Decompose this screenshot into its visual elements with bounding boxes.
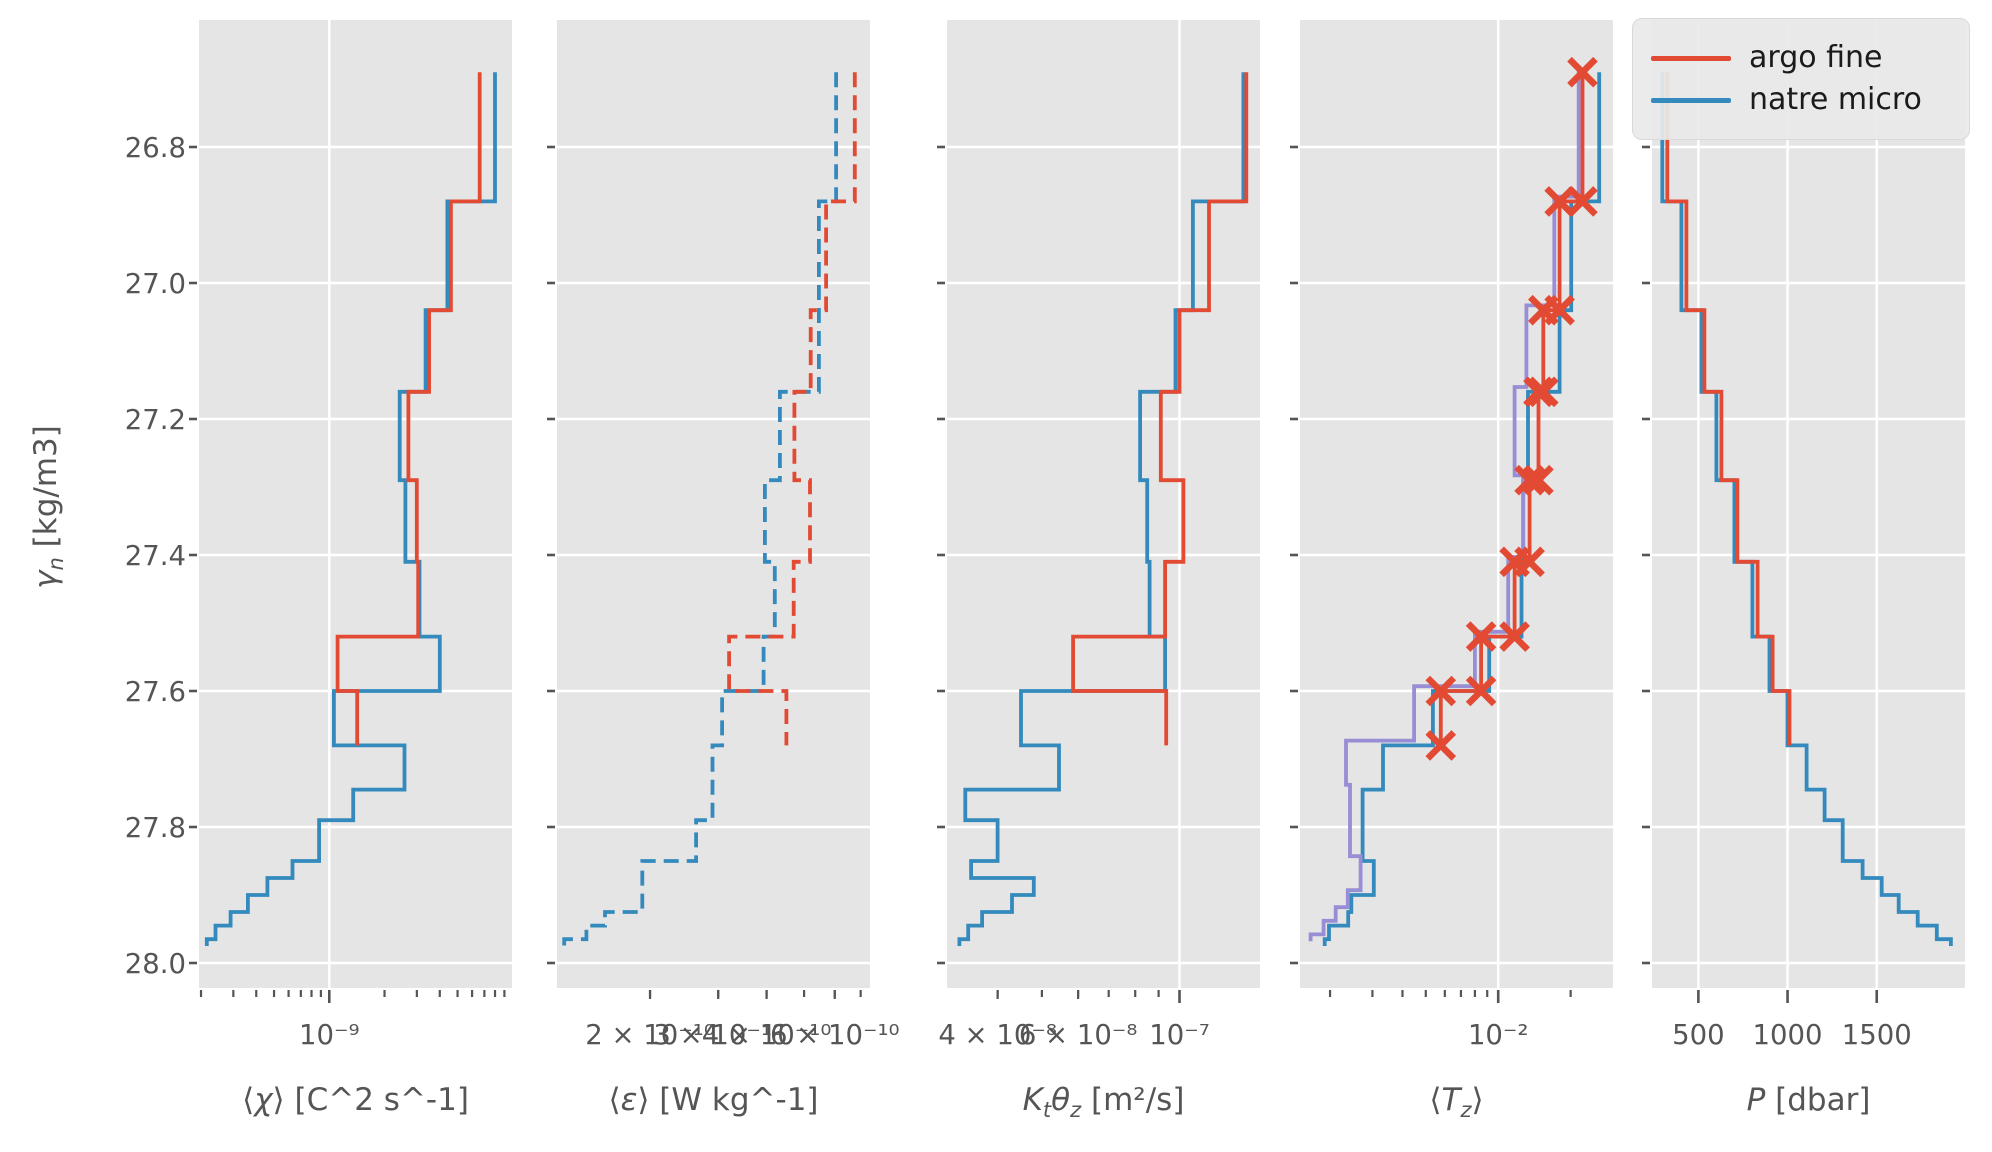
y-tick-label: 27.4: [125, 540, 186, 572]
x-axis-label-eps: ⟨ε⟩ [W kg^-1]: [608, 1082, 818, 1118]
series-eps-argo-fine: [727, 72, 857, 746]
panel-eps-bg: [557, 20, 870, 988]
y-tick-label: 27.2: [125, 404, 186, 436]
x-axis-label-ktz: Ktθz [m²/s]: [1023, 1082, 1185, 1122]
x-tick-label: 500: [1672, 1019, 1725, 1051]
series-chi-argo-fine: [335, 72, 482, 746]
x-tick-label: 6 × 10⁻⁸: [1019, 1019, 1138, 1051]
x-tick-label: 1000: [1753, 1019, 1823, 1051]
y-axis-label: γn [kg/m3]: [28, 425, 68, 589]
x-tick-label: 4 × 10⁻¹⁰: [702, 1019, 832, 1051]
x-marker: [1465, 621, 1497, 652]
legend-line-natre-micro: [1651, 97, 1731, 103]
x-tick-label: 10⁻⁹: [299, 1019, 360, 1051]
series-tz-purple: [1308, 67, 1581, 942]
panel-eps: 2 × 10⁻¹⁰3 × 10⁻¹⁰4 × 10⁻¹⁰6 × 10⁻¹⁰ ⟨ε⟩ …: [547, 20, 900, 1118]
series-eps-natre-micro: [562, 72, 838, 946]
x-tick-label: 6 × 10⁻¹⁰: [770, 1019, 900, 1051]
y-tick-label: 28.0: [125, 948, 186, 980]
panel-ktz: 4 × 10⁻⁸6 × 10⁻⁸ 10⁻⁷ Ktθz [m²/s]: [937, 20, 1260, 1122]
panel-chi-bg: [199, 20, 512, 988]
x-marker: [1523, 464, 1554, 496]
series-ktz-natre-micro: [957, 72, 1246, 946]
y-tick-label: 26.8: [125, 132, 186, 164]
y-tick-label: 27.6: [125, 676, 186, 708]
series-ktz-argo-fine: [1071, 72, 1249, 746]
x-tick-label: 1500: [1842, 1019, 1912, 1051]
series-tz-natre-micro: [1322, 72, 1602, 946]
x-marker: [1567, 186, 1598, 217]
y-tick-label: 27.0: [125, 268, 186, 300]
x-tick-label: 10⁻⁷: [1149, 1019, 1210, 1051]
panel-p: 500 1000 1500 P [dbar]: [1642, 20, 1965, 1118]
legend: argo fine natre micro: [1632, 18, 1970, 140]
y-tick-label: 27.8: [125, 812, 186, 844]
x-marker: [1499, 546, 1530, 578]
x-marker: [1523, 376, 1554, 408]
x-tick-label: 10⁻²: [1468, 1019, 1529, 1051]
x-tick-label: 4 × 10⁻⁸: [938, 1019, 1057, 1051]
legend-line-argo-fine: [1651, 55, 1731, 61]
x-marker: [1499, 621, 1530, 652]
panel-tz-bg: [1300, 20, 1613, 988]
x-tick-label: 2 × 10⁻¹⁰: [585, 1019, 715, 1051]
panel-ktz-bg: [947, 20, 1260, 988]
x-marker: [1544, 186, 1575, 217]
legend-item-argo-fine: argo fine: [1651, 43, 1969, 73]
panel-chi: 10⁻⁹ ⟨χ⟩ [C^2 s^-1]: [189, 20, 512, 1118]
legend-label-argo-fine: argo fine: [1749, 40, 1883, 75]
x-marker: [1425, 675, 1457, 707]
x-tick-label: 3 × 10⁻¹⁰: [653, 1019, 783, 1051]
x-marker: [1528, 294, 1559, 326]
x-marker: [1514, 464, 1545, 496]
marker-group-tz: [1425, 56, 1598, 761]
x-marker: [1425, 730, 1457, 761]
legend-item-natre-micro: natre micro: [1651, 85, 1969, 115]
x-axis-label-tz: ⟨Tz⟩: [1429, 1082, 1483, 1122]
x-axis-label-chi: ⟨χ⟩ [C^2 s^-1]: [242, 1082, 469, 1118]
legend-label-natre-micro: natre micro: [1749, 82, 1922, 117]
series-p-argo-fine: [1665, 72, 1792, 746]
x-marker: [1567, 56, 1598, 88]
x-marker: [1465, 675, 1497, 707]
x-marker: [1528, 376, 1559, 408]
panel-tz: 10⁻² ⟨Tz⟩: [1290, 20, 1613, 1122]
x-axis-label-p: P [dbar]: [1747, 1082, 1871, 1118]
